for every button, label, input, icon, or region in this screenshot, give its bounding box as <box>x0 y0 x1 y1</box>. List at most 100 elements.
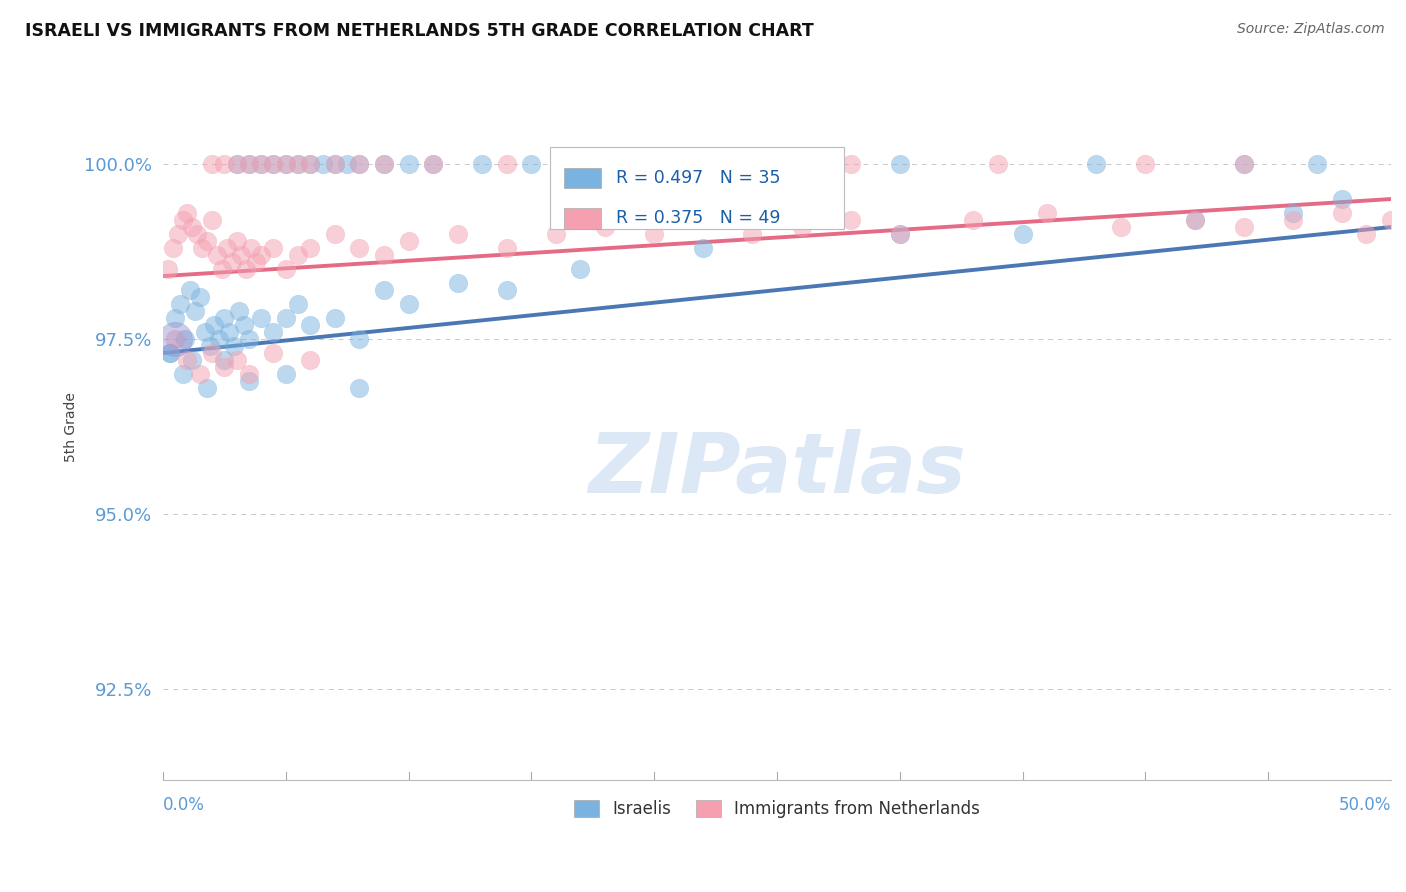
Point <box>839 213 862 227</box>
Text: ISRAELI VS IMMIGRANTS FROM NETHERLANDS 5TH GRADE CORRELATION CHART: ISRAELI VS IMMIGRANTS FROM NETHERLANDS 5… <box>25 22 814 40</box>
Point <box>218 325 240 339</box>
Point <box>569 262 592 277</box>
Point <box>349 381 371 395</box>
Point <box>179 283 201 297</box>
Point <box>311 157 333 171</box>
Point <box>593 157 616 171</box>
Point <box>422 157 444 171</box>
Point <box>208 332 231 346</box>
Point <box>790 220 813 235</box>
Point <box>962 213 984 227</box>
Point <box>250 248 273 262</box>
Point <box>495 157 517 171</box>
Text: R = 0.375   N = 49: R = 0.375 N = 49 <box>616 210 780 227</box>
Point <box>262 157 284 171</box>
Point <box>1355 227 1378 241</box>
Point <box>186 227 208 241</box>
Point <box>643 227 665 241</box>
Point <box>692 157 714 171</box>
Point <box>214 157 236 171</box>
Point <box>373 157 395 171</box>
Point <box>205 248 228 262</box>
Point <box>1281 206 1303 220</box>
Point <box>224 339 246 353</box>
Point <box>225 234 247 248</box>
Text: 0.0%: 0.0% <box>163 796 205 814</box>
Y-axis label: 5th Grade: 5th Grade <box>65 392 79 461</box>
Point <box>156 262 179 277</box>
Point <box>194 325 217 339</box>
Point <box>336 157 359 171</box>
Point <box>398 297 420 311</box>
Point <box>262 157 284 171</box>
Point <box>569 157 592 171</box>
Point <box>214 311 236 326</box>
Point <box>323 157 346 171</box>
Point <box>1330 206 1353 220</box>
Point <box>274 157 297 171</box>
Point <box>232 318 254 332</box>
Point <box>211 262 233 277</box>
Point <box>262 241 284 255</box>
Point <box>165 332 187 346</box>
Point <box>349 157 371 171</box>
Point <box>250 157 273 171</box>
Point <box>349 332 371 346</box>
Point <box>1135 157 1157 171</box>
Point <box>238 367 260 381</box>
Point <box>165 311 187 326</box>
Point <box>231 248 253 262</box>
Text: Source: ZipAtlas.com: Source: ZipAtlas.com <box>1237 22 1385 37</box>
Point <box>188 290 211 304</box>
Point <box>593 220 616 235</box>
Point <box>889 227 911 241</box>
Point <box>299 241 322 255</box>
Point <box>287 157 309 171</box>
Point <box>446 276 468 290</box>
Point <box>422 157 444 171</box>
Point <box>692 213 714 227</box>
Point <box>1233 220 1256 235</box>
Point <box>274 311 297 326</box>
Point <box>238 157 260 171</box>
Point <box>299 157 322 171</box>
Point <box>181 353 204 368</box>
Point <box>165 332 187 346</box>
Point <box>299 157 322 171</box>
Point <box>240 241 263 255</box>
Point <box>1379 213 1402 227</box>
Point <box>839 157 862 171</box>
Point <box>225 353 247 368</box>
Point <box>235 262 257 277</box>
Point <box>1011 227 1033 241</box>
Point <box>1306 157 1329 171</box>
Point <box>214 353 236 368</box>
Point <box>373 283 395 297</box>
Point <box>398 234 420 248</box>
FancyBboxPatch shape <box>550 147 845 228</box>
Point <box>172 213 194 227</box>
Point <box>274 262 297 277</box>
Point <box>238 157 260 171</box>
Point <box>1405 206 1406 220</box>
Point <box>274 367 297 381</box>
Point <box>225 157 247 171</box>
Point <box>181 220 204 235</box>
Point <box>987 157 1010 171</box>
Point <box>214 360 236 375</box>
Point <box>1233 157 1256 171</box>
Text: ZIPatlas: ZIPatlas <box>588 428 966 509</box>
Point <box>520 157 543 171</box>
Point <box>221 255 243 269</box>
Point <box>889 157 911 171</box>
Point <box>287 297 309 311</box>
Text: R = 0.497   N = 35: R = 0.497 N = 35 <box>616 169 780 186</box>
Point <box>176 353 198 368</box>
Point <box>162 241 184 255</box>
Point <box>741 227 763 241</box>
Point <box>1330 192 1353 206</box>
Point <box>1184 213 1206 227</box>
Point <box>159 346 181 360</box>
Point <box>262 346 284 360</box>
Point <box>215 241 238 255</box>
